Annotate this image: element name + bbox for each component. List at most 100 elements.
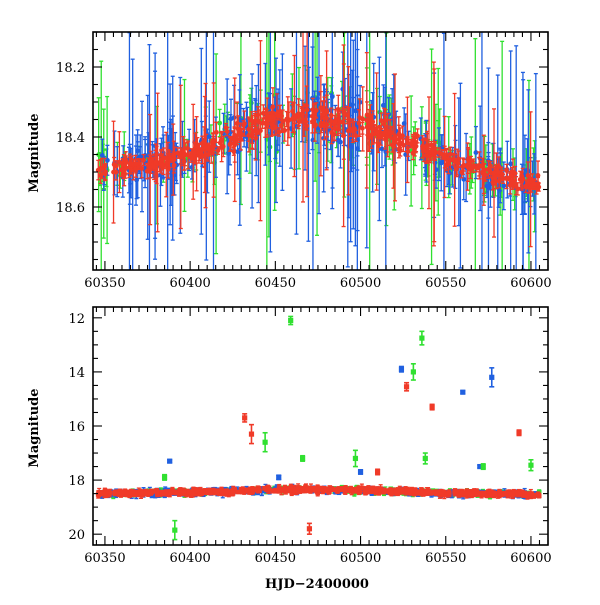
data-point (360, 126, 365, 131)
data-point (425, 145, 430, 150)
data-point (380, 133, 385, 138)
data-point (492, 171, 497, 176)
data-point (501, 183, 506, 188)
data-point (405, 137, 410, 142)
data-point (159, 153, 164, 158)
data-point (350, 128, 355, 133)
data-point (210, 144, 215, 149)
top-ylabel: Magnitude (27, 113, 42, 192)
plot-area (96, 316, 542, 539)
data-point (420, 144, 425, 149)
data-point (235, 121, 240, 126)
data-point (393, 135, 398, 140)
x-tick-label: 60450 (255, 276, 296, 291)
y-tick-label: 18.6 (56, 201, 85, 216)
data-point (531, 182, 536, 187)
data-point (340, 87, 345, 92)
data-point (488, 163, 493, 168)
data-point (481, 176, 486, 181)
x-tick-label: 60500 (340, 276, 381, 291)
data-point (324, 108, 329, 113)
data-point (249, 101, 254, 106)
data-point (381, 103, 386, 108)
data-point (171, 157, 176, 162)
data-point (305, 107, 310, 112)
data-point (186, 153, 191, 158)
x-tick-label: 60400 (169, 276, 210, 291)
x-tick-label: 60550 (425, 276, 466, 291)
data-point (536, 181, 541, 186)
data-point (232, 137, 237, 142)
data-point (100, 153, 105, 158)
data-point (146, 163, 151, 168)
y-tick-label: 18.2 (56, 61, 85, 76)
data-point (242, 121, 247, 126)
data-point (520, 176, 525, 181)
data-point (231, 149, 236, 154)
data-point (160, 163, 165, 168)
data-point (103, 172, 108, 177)
data-point (341, 133, 346, 138)
data-point (249, 118, 254, 123)
data-point (192, 150, 197, 155)
data-point (225, 129, 230, 134)
data-point (312, 124, 317, 129)
data-point (266, 118, 271, 123)
y-tick-label: 18.4 (56, 131, 85, 146)
data-point (273, 125, 278, 130)
data-point (238, 137, 243, 142)
data-point (261, 111, 266, 116)
data-point (375, 130, 380, 135)
data-point (153, 160, 158, 165)
data-point (353, 133, 358, 138)
data-point (383, 118, 388, 123)
data-point (310, 114, 315, 119)
data-point (299, 112, 304, 117)
data-point (117, 160, 122, 165)
data-point (219, 138, 224, 143)
data-point (526, 173, 531, 178)
data-point (120, 167, 125, 172)
data-point (514, 183, 519, 188)
data-point (229, 116, 234, 121)
data-point (448, 157, 453, 162)
data-point (197, 150, 202, 155)
data-point (508, 183, 513, 188)
data-point (430, 148, 435, 153)
data-point (216, 148, 221, 153)
data-point (111, 170, 116, 175)
data-point (333, 119, 338, 124)
data-point (509, 174, 514, 179)
data-point (462, 163, 467, 168)
x-tick-label: 60350 (84, 276, 125, 291)
data-point (254, 130, 259, 135)
data-point (211, 138, 216, 143)
data-point (228, 141, 233, 146)
data-point (389, 131, 394, 136)
data-point (315, 96, 320, 101)
data-point (277, 130, 282, 135)
data-point (357, 121, 362, 126)
data-point (217, 121, 222, 126)
data-point (136, 161, 141, 166)
data-point (398, 135, 403, 140)
data-point (496, 170, 501, 175)
data-point (325, 122, 330, 127)
data-point (139, 166, 144, 171)
data-point (439, 160, 444, 165)
data-point (282, 128, 287, 133)
data-point (442, 152, 447, 157)
data-point (285, 119, 290, 124)
data-point (357, 115, 362, 120)
data-point (346, 128, 351, 133)
data-point (278, 109, 283, 114)
data-point (178, 155, 183, 160)
data-point (250, 130, 255, 135)
data-point (290, 109, 295, 114)
data-point (260, 121, 265, 126)
data-point (328, 119, 333, 124)
